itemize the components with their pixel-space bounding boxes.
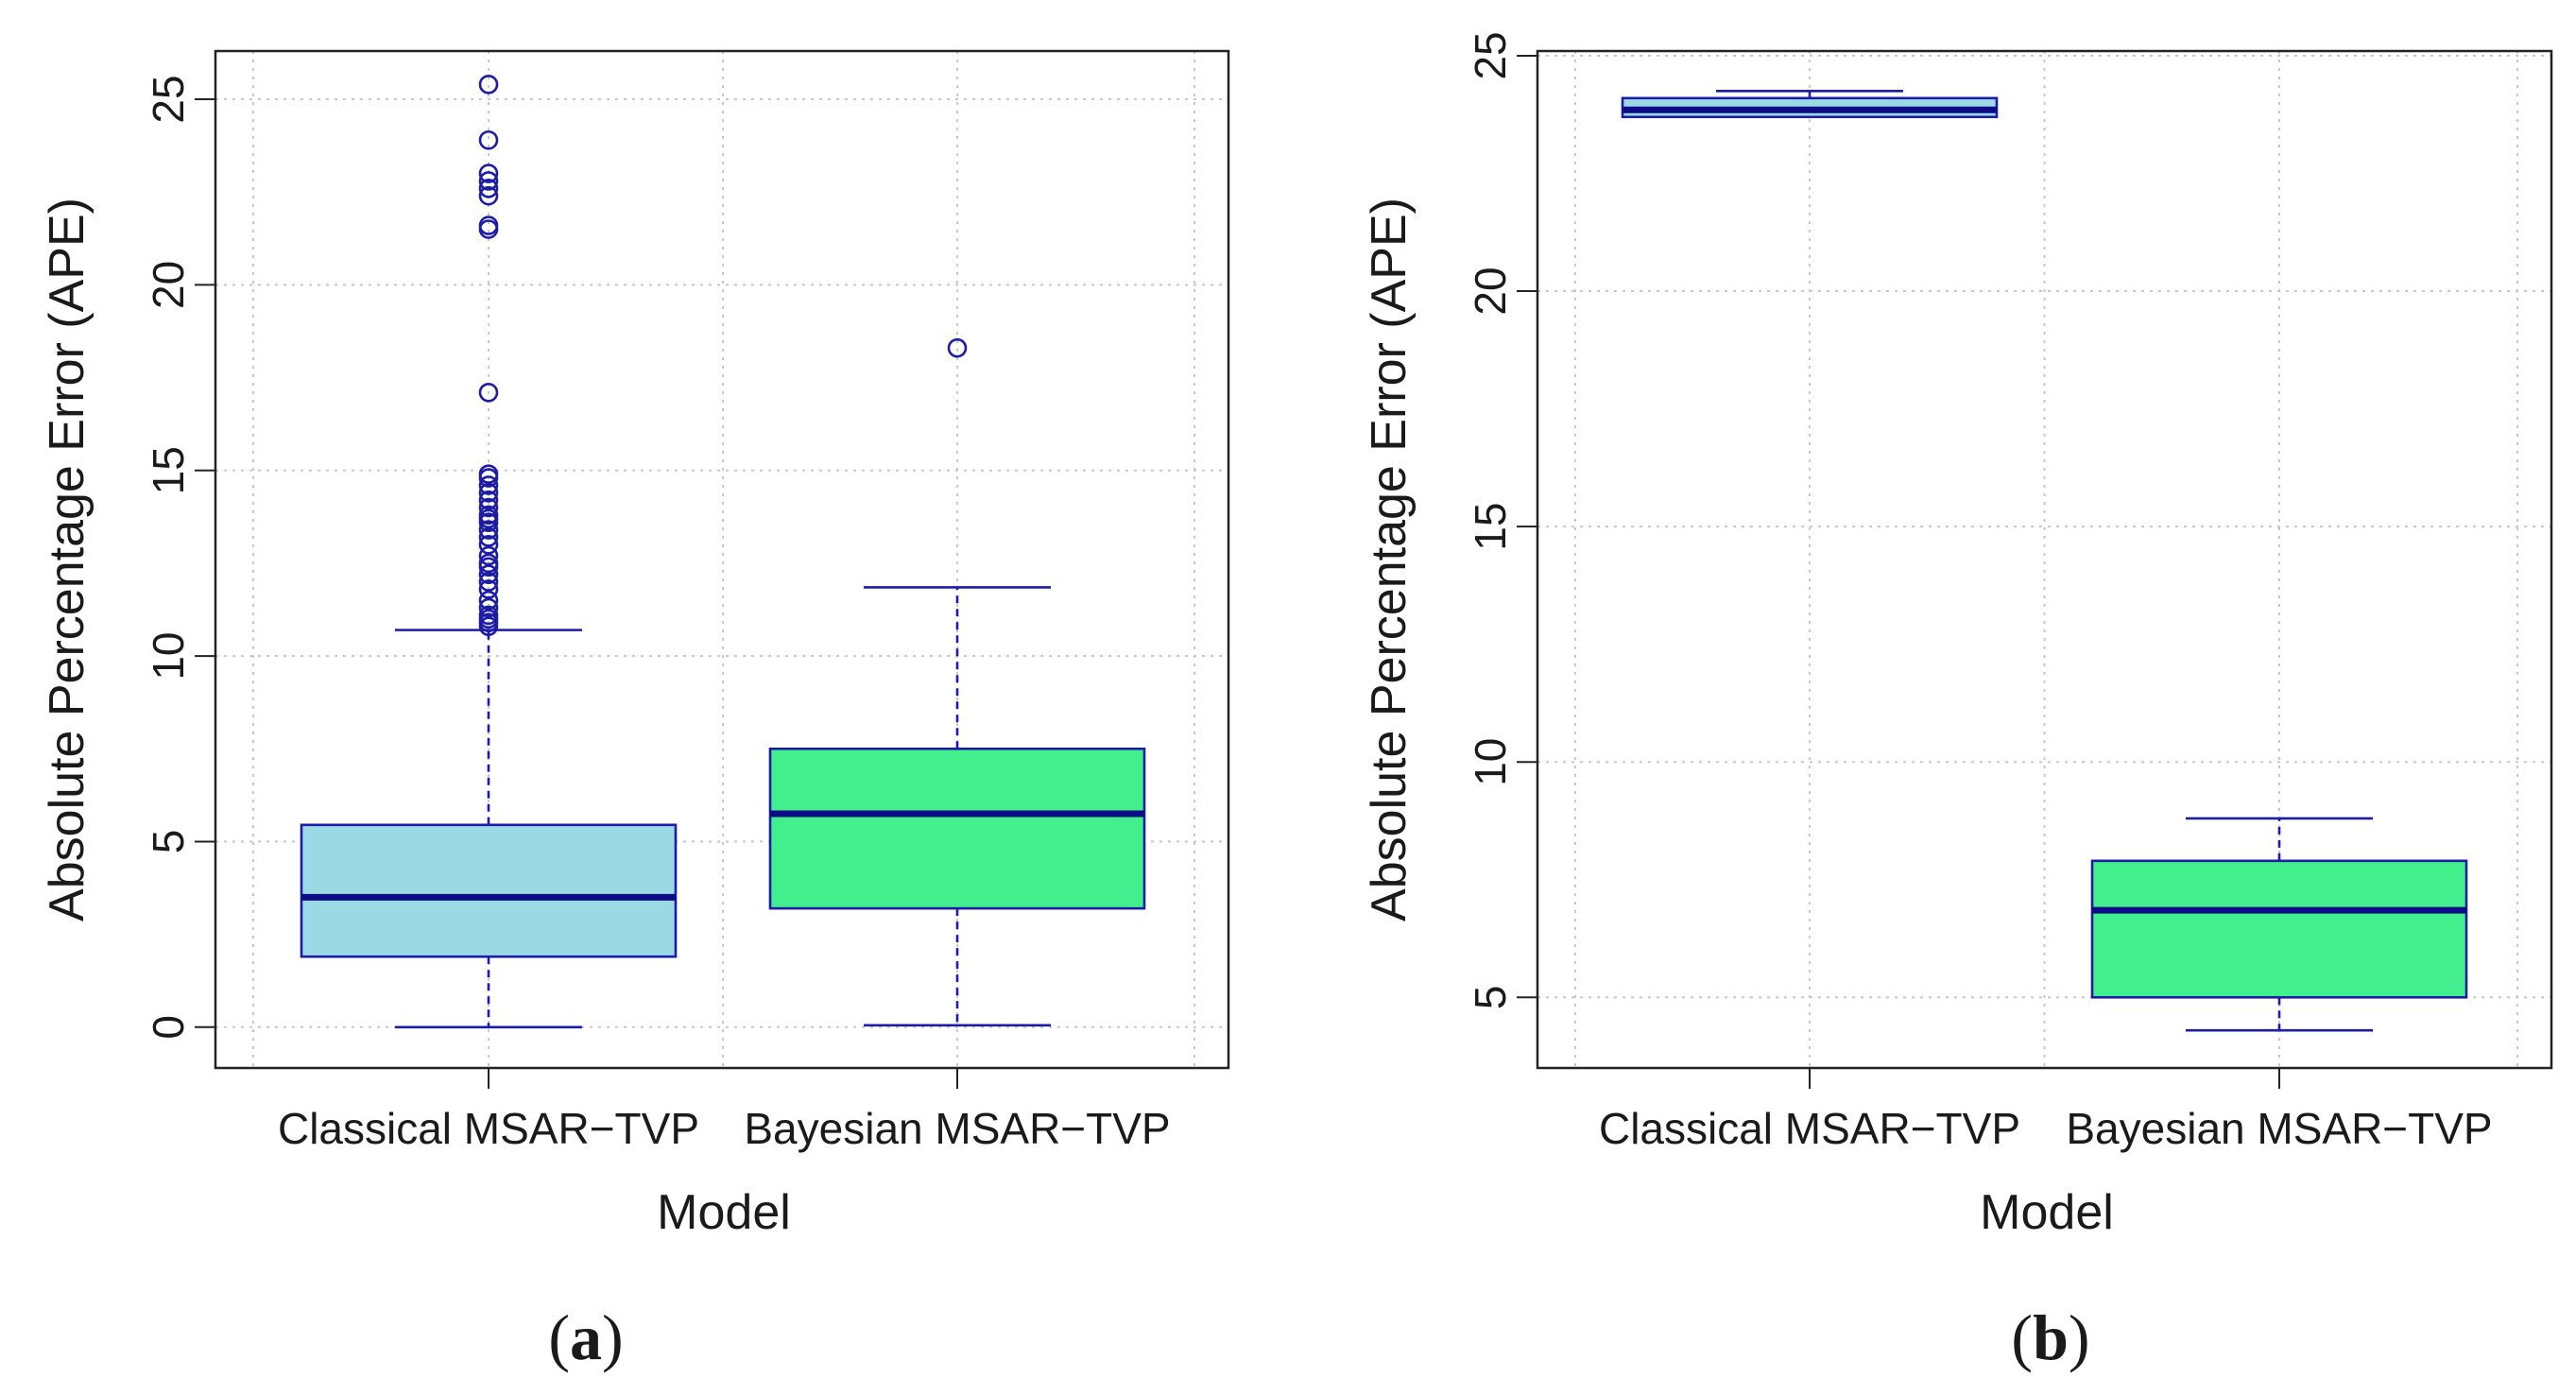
panel-a-outlier-0-24 [478,382,499,403]
panel-a-outlier-0-28 [478,178,499,198]
panel-a-outlier-0-8 [478,564,499,585]
panel-a-ytick-label-4: 20 [144,261,193,309]
panel-b-ytick-label-0: 5 [1466,985,1515,1009]
panel-a-box-1 [768,747,1146,910]
panel-a-outlier-0-10 [478,553,499,574]
panel-a-outlier-0-5 [478,590,499,611]
panel-b-label: (b) [2011,1301,2089,1373]
panel-b-category-label-1: Bayesian MSAR−TVP [2066,1104,2492,1153]
panel-b-ytick-label-3: 20 [1466,267,1515,315]
panel-a-x-axis: Classical MSAR−TVP Bayesian MSAR−TVP [278,1068,1171,1153]
panel-b-ytick-label-2: 15 [1466,503,1515,551]
panel-b-x-axis-title: Model [1980,1185,2114,1240]
panel-a-outlier-0-13 [478,527,499,547]
panel-a-boxes [300,75,1146,1029]
panel-a-outlier-0-18 [478,497,499,518]
panel-a-outlier-0-20 [478,483,499,503]
panel-a-outlier-0-3 [478,605,499,626]
panel-b-y-axis: 5 10 15 20 25 [1466,31,1537,1009]
panel-a-outlier-0-17 [478,505,499,525]
panel-a-ytick-label-0: 0 [144,1015,193,1040]
panel-a-outlier-0-31 [478,129,499,150]
panel-a-ytick-label-1: 5 [144,830,193,854]
panel-a-ytick-label-2: 10 [144,632,193,680]
panel-a-outlier-0-23 [478,464,499,484]
panel-a-outlier-0-14 [478,520,499,540]
panel-a-x-axis-title: Model [657,1185,791,1240]
panel-a-outlier-0-21 [478,475,499,495]
panel-b-x-axis: Classical MSAR−TVP Bayesian MSAR−TVP [1599,1068,2493,1153]
panel-a-outlier-0-12 [478,534,499,555]
panel-a-outlier-0-19 [478,490,499,510]
panel-b-box-1 [2090,859,2468,999]
panel-a-ytick-label-3: 15 [144,446,193,494]
panel-a-outlier-0-27 [478,185,499,206]
panel-a-y-axis-title: Absolute Percentage Error (APE) [40,198,94,921]
panel-a-label: (a) [548,1301,623,1373]
panel-a-box-0 [300,823,678,958]
panel-b-boxes [1621,90,2468,1032]
panel-a-outlier-0-6 [478,579,499,599]
panel-a-outlier-0-32 [478,75,499,95]
panel-b-y-axis-title: Absolute Percentage Error (APE) [1362,198,1417,921]
panel-a-outlier-1-0 [947,337,968,358]
panel-a-outlier-0-29 [478,171,499,191]
panel-b-ytick-label-4: 25 [1466,31,1515,79]
panel-b-ytick-label-1: 10 [1466,738,1515,786]
panel-a-outlier-0-7 [478,572,499,592]
panel-a-outlier-0-26 [478,215,499,235]
panel-b-label-letter: b [2033,1301,2069,1373]
panel-a-outlier-0-11 [478,545,499,566]
panel-a-category-label-1: Bayesian MSAR−TVP [744,1104,1170,1153]
panel-a-y-axis: 0 5 10 15 20 25 [144,75,215,1040]
panel-b: 5 10 15 20 25 Classical MSAR−TVP Bayesian MSA… [1362,31,2553,1373]
panel-a-ytick-label-5: 25 [144,75,193,123]
panel-a-outlier-0-30 [478,164,499,183]
panel-a-plot-frame [214,49,1230,1070]
panel-b-category-label-0: Classical MSAR−TVP [1599,1104,2020,1153]
panel-a-outlier-0-4 [478,597,499,618]
panel-a-label-letter: a [570,1301,602,1373]
panel-a-category-label-0: Classical MSAR−TVP [278,1104,699,1153]
panel-b-plot-frame [1536,49,2553,1070]
panel-a: 0 5 10 15 20 25 Classical MSAR−TVP Bayesian MS… [40,49,1230,1373]
